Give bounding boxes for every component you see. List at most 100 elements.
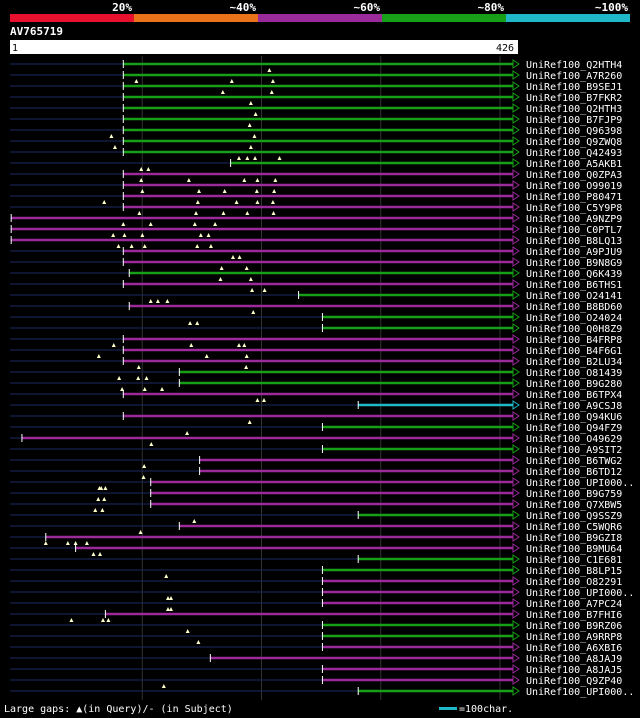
hit-label[interactable]: UniRef100_Q42493 (526, 148, 622, 159)
hit-row[interactable]: UniRef100_Q94FZ9 (10, 422, 622, 435)
hit-label[interactable]: UniRef100_O82291 (526, 577, 622, 588)
hit-label[interactable]: UniRef100_B7FKR2 (526, 93, 622, 104)
hit-label[interactable]: UniRef100_O81439 (526, 368, 622, 379)
hit-label[interactable]: UniRef100_C5WQR6 (526, 522, 622, 533)
hit-label[interactable]: UniRef100_B6THS1 (526, 280, 622, 291)
hit-label[interactable]: UniRef100_A9CSJ8 (526, 401, 622, 412)
hit-label[interactable]: UniRef100_B6TWG2 (526, 456, 622, 467)
hit-row[interactable]: UniRef100_A8JAJ9 (10, 653, 622, 665)
hit-row[interactable]: UniRef100_Q6K439 (10, 268, 622, 281)
hit-row[interactable]: UniRef100_B2LU34 (10, 356, 622, 369)
hit-label[interactable]: UniRef100_B9RZ06 (526, 621, 622, 632)
hit-label[interactable]: UniRef100_A8JAJ9 (526, 654, 622, 665)
hit-label[interactable]: UniRef100_B9N8G9 (526, 258, 622, 269)
hit-row[interactable]: UniRef100_B9G280 (10, 378, 622, 391)
hit-row[interactable]: UniRef100_O82291 (10, 576, 622, 588)
hit-row[interactable]: UniRef100_Q0ZPA3 (10, 169, 622, 182)
hit-label[interactable]: UniRef100_A9SIT2 (526, 445, 622, 456)
hit-label[interactable]: UniRef100_B9G759 (526, 489, 622, 500)
hit-row[interactable]: UniRef100_C5WQR6 (10, 521, 622, 534)
hit-label[interactable]: UniRef100_Q0ZPA3 (526, 170, 622, 181)
hit-row[interactable]: UniRef100_P80471 (10, 191, 622, 204)
hit-label[interactable]: UniRef100_UPI000.. (526, 478, 634, 489)
hit-row[interactable]: UniRef100_Q9SSZ9 (10, 510, 622, 523)
hit-label[interactable]: UniRef100_B9GZI8 (526, 533, 622, 544)
hit-label[interactable]: UniRef100_C5Y9P8 (526, 203, 622, 214)
hit-row[interactable]: UniRef100_B9MU64 (10, 543, 622, 556)
hit-row[interactable]: UniRef100_B6TWG2 (10, 455, 622, 468)
hit-row[interactable]: UniRef100_Q0H8Z9 (10, 323, 622, 335)
hit-label[interactable]: UniRef100_O99019 (526, 181, 622, 192)
hit-row[interactable]: UniRef100_A9CSJ8 (10, 400, 622, 412)
hit-label[interactable]: UniRef100_O24141 (526, 291, 622, 302)
hit-label[interactable]: UniRef100_B9G280 (526, 379, 622, 390)
hit-row[interactable]: UniRef100_A7R260 (10, 70, 622, 83)
hit-row[interactable]: UniRef100_Q9ZP40 (10, 675, 622, 688)
hit-label[interactable]: UniRef100_B8LP15 (526, 566, 622, 577)
hit-row[interactable]: UniRef100_Q94KU6 (10, 411, 622, 424)
hit-row[interactable]: UniRef100_B8LP15 (10, 565, 622, 578)
hit-row[interactable]: UniRef100_A9SIT2 (10, 444, 622, 456)
hit-row[interactable]: UniRef100_B7FJP9 (10, 114, 622, 127)
hit-label[interactable]: UniRef100_Q0H8Z9 (526, 324, 622, 335)
hit-row[interactable]: UniRef100_Q9ZWQ8 (10, 136, 622, 149)
hit-row[interactable]: UniRef100_B6TD12 (10, 466, 622, 479)
hit-label[interactable]: UniRef100_C1E681 (526, 555, 622, 566)
hit-label[interactable]: UniRef100_UPI000.. (526, 687, 634, 698)
hit-label[interactable]: UniRef100_A5AKB1 (526, 159, 622, 170)
hit-row[interactable]: UniRef100_Q7XBW5 (10, 499, 622, 512)
hit-row[interactable]: UniRef100_B7FHI6 (10, 609, 622, 622)
hit-label[interactable]: UniRef100_B9MU64 (526, 544, 622, 555)
hit-row[interactable]: UniRef100_B6THS1 (10, 279, 622, 292)
hit-row[interactable]: UniRef100_Q96398 (10, 125, 622, 138)
hit-row[interactable]: UniRef100_B9N8G9 (10, 257, 622, 270)
hit-label[interactable]: UniRef100_O49629 (526, 434, 622, 445)
hit-row[interactable]: UniRef100_B8BD60 (10, 301, 622, 314)
hit-label[interactable]: UniRef100_O24024 (526, 313, 622, 324)
hit-row[interactable]: UniRef100_O24141 (10, 290, 622, 303)
hit-label[interactable]: UniRef100_Q7XBW5 (526, 500, 622, 511)
hit-label[interactable]: UniRef100_Q2HTH3 (526, 104, 622, 115)
hit-row[interactable]: UniRef100_UPI000.. (10, 587, 634, 600)
hit-label[interactable]: UniRef100_B8LQ13 (526, 236, 622, 247)
hit-label[interactable]: UniRef100_B7FHI6 (526, 610, 622, 621)
hit-label[interactable]: UniRef100_A6XBI6 (526, 643, 622, 654)
hit-label[interactable]: UniRef100_B6TPX4 (526, 390, 622, 401)
hit-label[interactable]: UniRef100_A7R260 (526, 71, 622, 82)
hit-label[interactable]: UniRef100_A7PC24 (526, 599, 622, 610)
hit-label[interactable]: UniRef100_B7FJP9 (526, 115, 622, 126)
hit-row[interactable]: UniRef100_O49629 (10, 433, 622, 446)
hit-row[interactable]: UniRef100_O81439 (10, 367, 622, 380)
hit-row[interactable]: UniRef100_UPI000.. (10, 477, 634, 490)
hit-row[interactable]: UniRef100_A8JAJ5 (10, 664, 622, 676)
hit-label[interactable]: UniRef100_B4FRP8 (526, 335, 622, 346)
hit-label[interactable]: UniRef100_Q2HTH4 (526, 60, 622, 71)
hit-label[interactable]: UniRef100_Q9ZP40 (526, 676, 622, 687)
hit-label[interactable]: UniRef100_B6TD12 (526, 467, 622, 478)
hit-label[interactable]: UniRef100_C0PTL7 (526, 225, 622, 236)
hit-row[interactable]: UniRef100_UPI000.. (10, 686, 634, 698)
hit-row[interactable]: UniRef100_B9RZ06 (10, 620, 622, 633)
hit-row[interactable]: UniRef100_A5AKB1 (10, 158, 622, 171)
hit-label[interactable]: UniRef100_B4F6G1 (526, 346, 622, 357)
hit-row[interactable]: UniRef100_B6TPX4 (10, 389, 622, 402)
hit-row[interactable]: UniRef100_B9G759 (10, 488, 622, 501)
hit-label[interactable]: UniRef100_Q9SSZ9 (526, 511, 622, 522)
hit-row[interactable]: UniRef100_A7PC24 (10, 598, 622, 611)
hit-label[interactable]: UniRef100_Q6K439 (526, 269, 622, 280)
hit-label[interactable]: UniRef100_Q94FZ9 (526, 423, 622, 434)
hit-row[interactable]: UniRef100_O99019 (10, 180, 622, 193)
hit-row[interactable]: UniRef100_O24024 (10, 312, 622, 325)
hit-row[interactable]: UniRef100_Q2HTH4 (10, 59, 622, 72)
hit-row[interactable]: UniRef100_A9NZP9 (10, 213, 622, 226)
hit-label[interactable]: UniRef100_A9RRP8 (526, 632, 622, 643)
hit-row[interactable]: UniRef100_B8LQ13 (10, 235, 622, 248)
hit-label[interactable]: UniRef100_Q9ZWQ8 (526, 137, 622, 148)
hit-label[interactable]: UniRef100_Q94KU6 (526, 412, 622, 423)
hit-row[interactable]: UniRef100_Q2HTH3 (10, 103, 622, 116)
hit-row[interactable]: UniRef100_C1E681 (10, 554, 622, 566)
hit-row[interactable]: UniRef100_C0PTL7 (10, 224, 622, 237)
hit-label[interactable]: UniRef100_P80471 (526, 192, 622, 203)
hit-row[interactable]: UniRef100_A6XBI6 (10, 642, 622, 654)
hit-label[interactable]: UniRef100_B9SEJ1 (526, 82, 622, 93)
